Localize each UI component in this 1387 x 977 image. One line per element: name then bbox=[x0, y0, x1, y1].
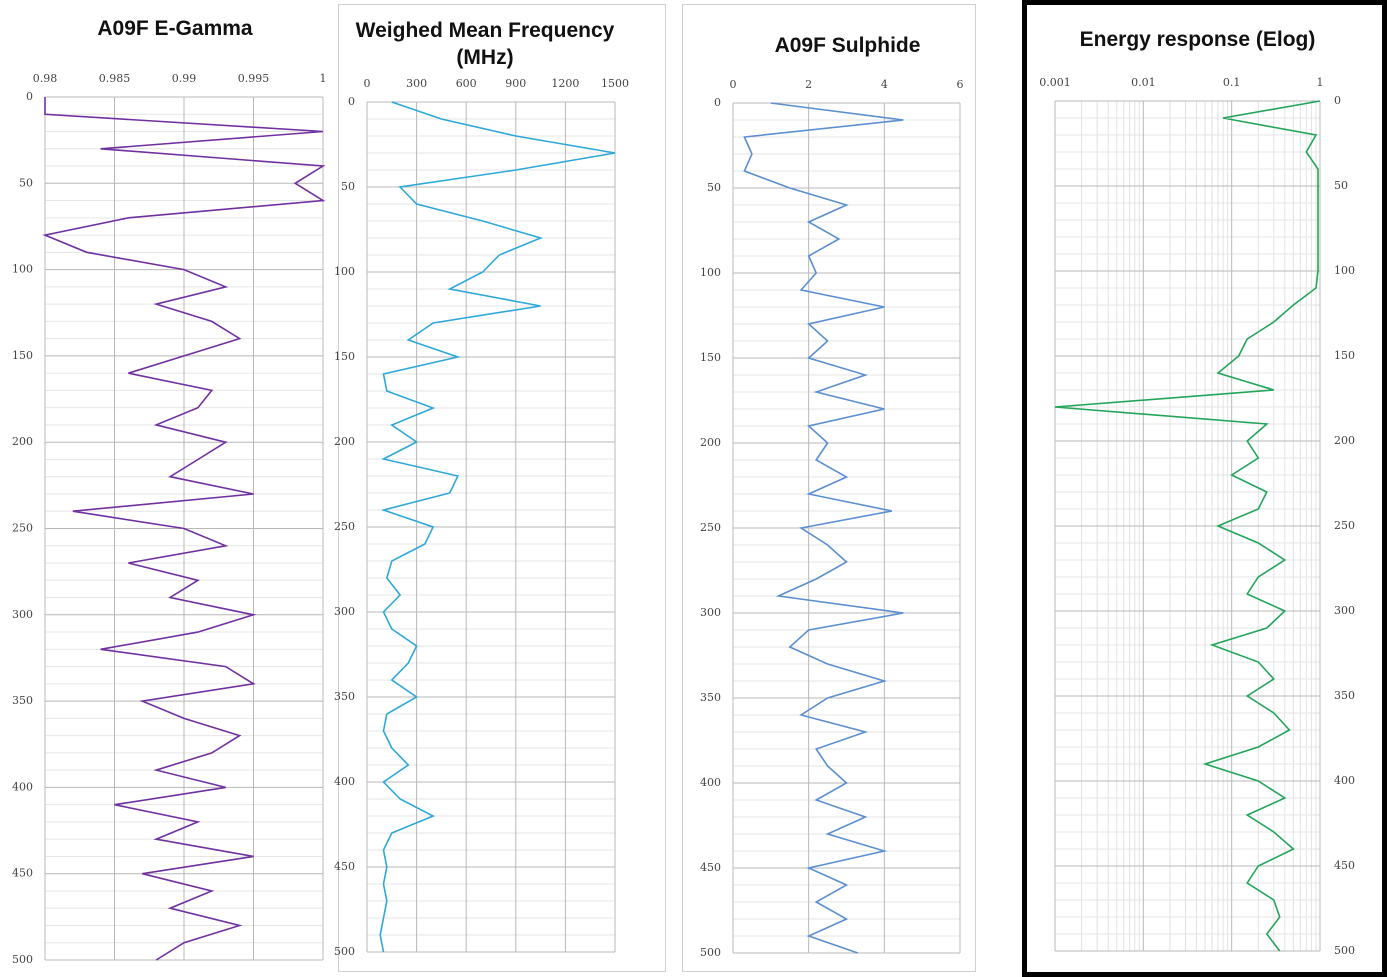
y-tick-label: 200 bbox=[1334, 434, 1355, 447]
x-tick-label: 0.001 bbox=[1039, 76, 1071, 89]
y-tick-label: 100 bbox=[700, 266, 721, 279]
chart-title: Energy response (Elog) bbox=[1079, 28, 1316, 51]
x-tick-label: 0.99 bbox=[172, 72, 197, 85]
y-tick-label: 250 bbox=[334, 520, 355, 533]
chart-title: Weighed Mean Frequency (MHz) bbox=[355, 19, 615, 69]
chart-title: A09F Sulphide bbox=[774, 34, 921, 57]
x-tick-label: 0 bbox=[730, 78, 737, 91]
x-tick-label: 2 bbox=[805, 78, 812, 91]
y-tick-label: 300 bbox=[334, 605, 355, 618]
y-tick-label: 50 bbox=[707, 181, 721, 194]
y-tick-label: 500 bbox=[700, 946, 721, 959]
y-tick-label: 150 bbox=[334, 350, 355, 363]
y-tick-label: 250 bbox=[1334, 519, 1355, 532]
x-tick-label: 300 bbox=[406, 77, 427, 90]
x-tick-label: 0.01 bbox=[1131, 76, 1156, 89]
x-tick-label: 1500 bbox=[601, 77, 629, 90]
x-tick-label: 900 bbox=[505, 77, 526, 90]
y-tick-label: 250 bbox=[700, 521, 721, 534]
y-tick-label: 50 bbox=[19, 176, 33, 189]
y-tick-label: 150 bbox=[12, 349, 33, 362]
x-tick-label: 1 bbox=[320, 72, 327, 85]
x-tick-label: 0 bbox=[364, 77, 371, 90]
y-tick-label: 300 bbox=[12, 608, 33, 621]
y-tick-label: 450 bbox=[334, 860, 355, 873]
y-tick-label: 0 bbox=[26, 90, 33, 103]
y-tick-label: 300 bbox=[700, 606, 721, 619]
y-tick-label: 150 bbox=[1334, 349, 1355, 362]
y-tick-label: 450 bbox=[1334, 859, 1355, 872]
data-line bbox=[743, 102, 904, 954]
y-tick-label: 500 bbox=[12, 953, 33, 966]
y-tick-label: 200 bbox=[700, 436, 721, 449]
data-line bbox=[42, 97, 326, 961]
y-tick-label: 400 bbox=[12, 780, 33, 793]
x-tick-label: 1 bbox=[1317, 76, 1324, 89]
y-tick-label: 350 bbox=[700, 691, 721, 704]
y-tick-label: 200 bbox=[334, 435, 355, 448]
data-line bbox=[1054, 100, 1321, 952]
y-tick-label: 450 bbox=[700, 861, 721, 874]
y-tick-label: 150 bbox=[700, 351, 721, 364]
x-tick-label: 0.995 bbox=[238, 72, 270, 85]
y-tick-label: 250 bbox=[12, 522, 33, 535]
x-tick-label: 0.985 bbox=[99, 72, 131, 85]
y-tick-label: 350 bbox=[12, 694, 33, 707]
y-tick-label: 350 bbox=[1334, 689, 1355, 702]
y-tick-label: 500 bbox=[1334, 944, 1355, 957]
y-tick-label: 100 bbox=[1334, 264, 1355, 277]
y-tick-label: 400 bbox=[1334, 774, 1355, 787]
y-tick-label: 100 bbox=[334, 265, 355, 278]
x-tick-label: 1200 bbox=[551, 77, 579, 90]
x-tick-label: 600 bbox=[456, 77, 477, 90]
y-tick-label: 400 bbox=[334, 775, 355, 788]
y-tick-label: 50 bbox=[1334, 179, 1348, 192]
data-line bbox=[379, 101, 616, 953]
x-tick-label: 0.98 bbox=[33, 72, 58, 85]
chart-title: A09F E-Gamma bbox=[97, 17, 253, 40]
x-tick-label: 0.1 bbox=[1223, 76, 1241, 89]
y-tick-label: 400 bbox=[700, 776, 721, 789]
y-tick-label: 0 bbox=[714, 96, 721, 109]
x-tick-label: 4 bbox=[881, 78, 888, 91]
y-tick-label: 100 bbox=[12, 263, 33, 276]
y-tick-label: 50 bbox=[341, 180, 355, 193]
y-tick-label: 300 bbox=[1334, 604, 1355, 617]
y-tick-label: 500 bbox=[334, 945, 355, 958]
y-tick-label: 200 bbox=[12, 435, 33, 448]
panel-frame bbox=[1022, 0, 1387, 977]
y-tick-label: 350 bbox=[334, 690, 355, 703]
panel-frame bbox=[682, 4, 976, 972]
y-tick-label: 0 bbox=[1334, 94, 1341, 107]
y-tick-label: 450 bbox=[12, 867, 33, 880]
y-tick-label: 0 bbox=[348, 95, 355, 108]
x-tick-label: 6 bbox=[957, 78, 964, 91]
panel-frame bbox=[338, 4, 666, 972]
